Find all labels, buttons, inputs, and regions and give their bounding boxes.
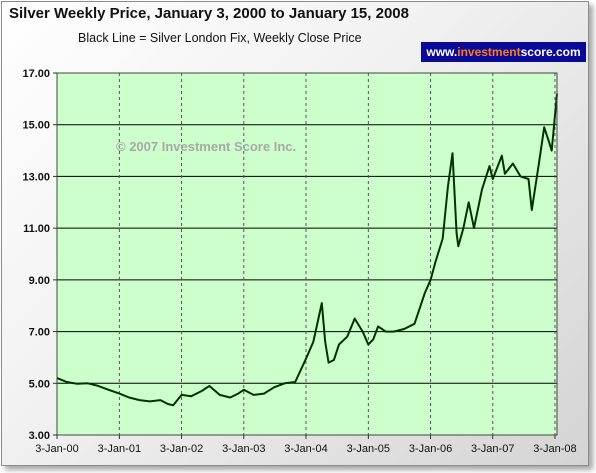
plot-border bbox=[56, 72, 558, 436]
brand-suffix: score.com bbox=[520, 45, 581, 59]
y-tick-label: 11.00 bbox=[23, 223, 50, 235]
brand-badge: www.investmentscore.com bbox=[421, 42, 586, 62]
chart-subtitle: Black Line = Silver London Fix, Weekly C… bbox=[78, 31, 362, 45]
x-tick-label: 3-Jan-00 bbox=[35, 443, 78, 455]
x-tick-label: 3-Jan-07 bbox=[471, 443, 514, 455]
y-tick-label: 5.00 bbox=[29, 378, 50, 390]
chart-title: Silver Weekly Price, January 3, 2000 to … bbox=[9, 5, 409, 22]
y-tick-label: 15.00 bbox=[22, 120, 50, 132]
x-tick-label: 3-Jan-05 bbox=[347, 443, 390, 455]
y-tick-label: 13.00 bbox=[22, 171, 50, 183]
x-tick-label: 3-Jan-04 bbox=[284, 443, 327, 455]
brand-accent: investment bbox=[457, 45, 521, 59]
x-tick-label: 3-Jan-01 bbox=[98, 443, 141, 455]
silver-price-line bbox=[56, 93, 558, 407]
brand-prefix: www. bbox=[426, 45, 458, 59]
x-tick-label: 3-Jan-02 bbox=[160, 443, 203, 455]
x-tick-label: 3-Jan-06 bbox=[409, 443, 452, 455]
y-tick-label: 3.00 bbox=[29, 430, 50, 442]
y-tick-label: 17.00 bbox=[22, 68, 50, 80]
y-tick-label: 7.00 bbox=[29, 327, 50, 339]
y-tick-label: 9.00 bbox=[29, 275, 50, 287]
x-tick-label: 3-Jan-03 bbox=[222, 443, 265, 455]
y-axis-ticks: 3.00 5.00 7.00 9.00 11.00 13.00 15.00 17.00 bbox=[22, 68, 57, 442]
watermark: © 2007 Investment Score Inc. bbox=[116, 139, 296, 154]
x-tick-label: 3-Jan-08 bbox=[533, 443, 576, 455]
plot-area bbox=[57, 73, 557, 435]
x-axis-ticks: 3-Jan-00 3-Jan-01 3-Jan-02 3-Jan-03 3-Jan-04… bbox=[35, 435, 577, 455]
